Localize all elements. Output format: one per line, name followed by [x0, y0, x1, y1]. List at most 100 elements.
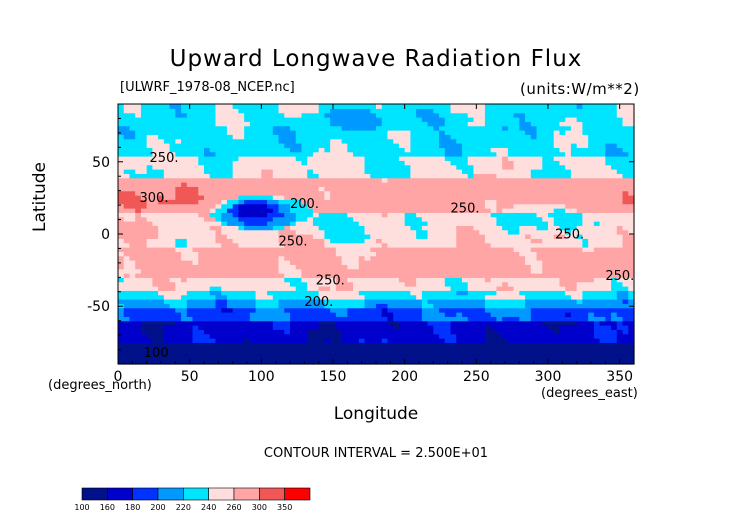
heatmap-cell	[232, 312, 239, 317]
heatmap-cell	[611, 225, 618, 231]
heatmap-cell	[341, 251, 348, 257]
heatmap-cell	[307, 208, 314, 213]
heatmap-cell	[427, 138, 434, 144]
heatmap-cell	[318, 160, 325, 166]
heatmap-cell	[467, 173, 475, 179]
heatmap-cell	[622, 277, 629, 283]
heatmap-cell	[381, 290, 389, 296]
heatmap-cell	[599, 203, 606, 209]
heatmap-cell	[525, 260, 532, 265]
heatmap-cell	[261, 134, 268, 140]
heatmap-cell	[588, 195, 595, 200]
heatmap-cell	[358, 186, 366, 192]
heatmap-cell	[439, 251, 446, 257]
heatmap-cell	[261, 238, 268, 244]
heatmap-cell	[410, 151, 417, 157]
heatmap-cell	[358, 320, 366, 326]
heatmap-cell	[559, 160, 566, 166]
heatmap-cell	[570, 325, 578, 330]
heatmap-cell	[255, 325, 262, 330]
heatmap-cell	[479, 355, 486, 361]
heatmap-cell	[525, 156, 532, 161]
heatmap-cell	[450, 212, 457, 218]
heatmap-cell	[393, 333, 400, 339]
heatmap-cell	[232, 156, 239, 161]
heatmap-cell	[330, 286, 337, 291]
heatmap-cell	[347, 186, 354, 192]
heatmap-cell	[404, 160, 411, 166]
heatmap-cell	[181, 307, 188, 313]
heatmap-cell	[576, 277, 583, 283]
heatmap-cell	[376, 260, 383, 265]
heatmap-cell	[226, 182, 234, 187]
heatmap-cell	[209, 138, 217, 144]
heatmap-cell	[146, 286, 153, 291]
heatmap-cell	[204, 190, 211, 196]
heatmap-cell	[456, 294, 463, 300]
heatmap-cell	[611, 186, 618, 192]
heatmap-cell	[450, 221, 457, 226]
heatmap-cell	[118, 281, 125, 287]
heatmap-cell	[158, 121, 165, 127]
heatmap-cell	[387, 164, 394, 170]
heatmap-cell	[393, 195, 400, 200]
heatmap-cell	[439, 277, 446, 283]
heatmap-cell	[548, 320, 555, 326]
heatmap-cell	[611, 294, 618, 300]
heatmap-cell	[450, 255, 457, 261]
heatmap-cell	[175, 294, 182, 300]
heatmap-cell	[226, 186, 234, 192]
heatmap-cell	[146, 164, 153, 170]
heatmap-cell	[588, 329, 595, 335]
heatmap-cell	[416, 312, 423, 317]
heatmap-cell	[290, 212, 297, 218]
heatmap-cell	[570, 212, 578, 218]
heatmap-cell	[416, 225, 423, 231]
heatmap-cell	[427, 303, 434, 309]
heatmap-cell	[387, 303, 394, 309]
heatmap-cell	[204, 247, 211, 252]
heatmap-cell	[496, 338, 503, 343]
heatmap-cell	[152, 260, 159, 265]
heatmap-cell	[238, 182, 245, 187]
heatmap-cell	[404, 316, 411, 322]
heatmap-cell	[324, 242, 331, 248]
heatmap-cell	[364, 138, 371, 144]
heatmap-cell	[507, 203, 515, 209]
heatmap-cell	[238, 346, 245, 352]
heatmap-cell	[427, 173, 434, 179]
heatmap-cell	[450, 143, 457, 148]
units-label: (units:W/m**2)	[520, 80, 640, 98]
heatmap-cell	[347, 177, 354, 183]
heatmap-cell	[513, 260, 520, 265]
heatmap-cell	[221, 338, 228, 343]
heatmap-cell	[347, 229, 354, 235]
heatmap-cell	[238, 260, 245, 265]
heatmap-cell	[163, 195, 171, 200]
heatmap-cell	[301, 303, 308, 309]
heatmap-cell	[209, 156, 217, 161]
heatmap-cell	[381, 160, 389, 166]
heatmap-cell	[479, 156, 486, 161]
heatmap-cell	[232, 208, 239, 213]
heatmap-cell	[249, 177, 257, 183]
heatmap-cell	[502, 212, 509, 218]
heatmap-cell	[140, 151, 148, 157]
heatmap-cell	[616, 208, 624, 213]
heatmap-cell	[318, 238, 325, 244]
heatmap-cell	[244, 130, 251, 135]
heatmap-cell	[330, 312, 337, 317]
heatmap-cell	[565, 156, 572, 161]
heatmap-cell	[290, 164, 297, 170]
heatmap-cell	[186, 325, 194, 330]
heatmap-cell	[496, 299, 503, 304]
heatmap-cell	[628, 160, 635, 166]
heatmap-cell	[570, 320, 578, 326]
heatmap-cell	[370, 264, 377, 270]
heatmap-cell	[226, 238, 234, 244]
heatmap-cell	[158, 268, 165, 274]
heatmap-cell	[473, 260, 480, 265]
heatmap-cell	[163, 281, 171, 287]
heatmap-cell	[330, 290, 337, 296]
heatmap-cell	[330, 208, 337, 213]
